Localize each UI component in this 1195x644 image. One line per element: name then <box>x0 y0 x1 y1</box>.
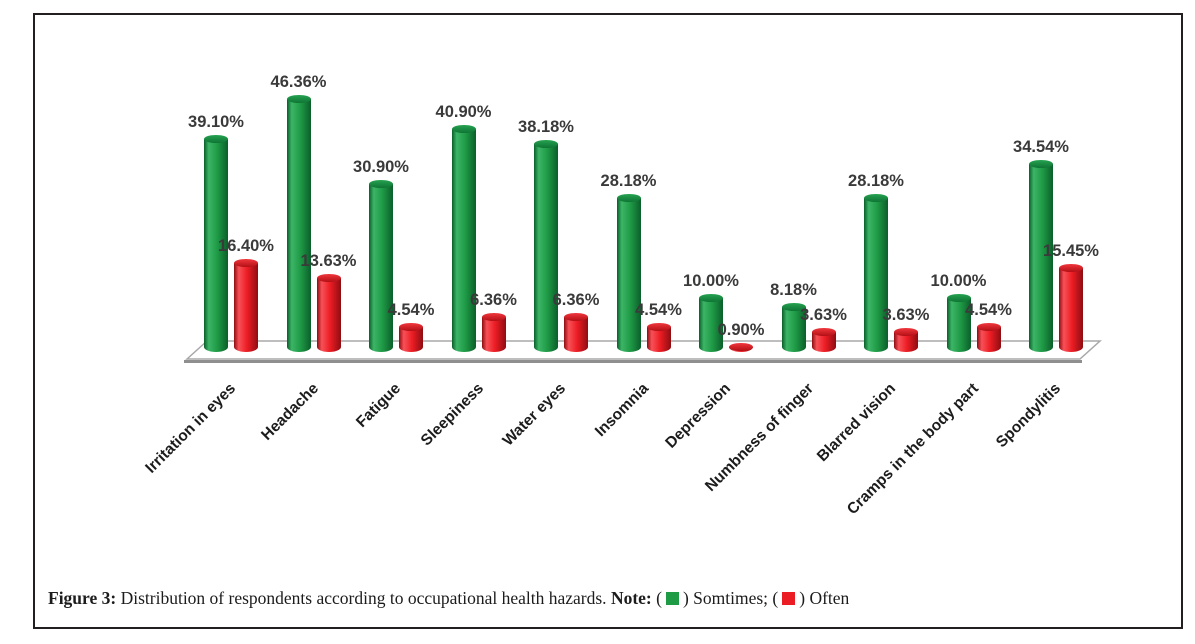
cylinder-cap <box>316 273 341 282</box>
bar-somtimes-insomnia <box>616 194 641 352</box>
bar-somtimes-water-eyes <box>534 139 558 352</box>
bar-often-numbness-of-finger <box>811 328 836 352</box>
cylinder-body <box>864 198 888 352</box>
bar-somtimes-irritation-in-eyes <box>204 134 228 352</box>
figure-caption: Figure 3: Distribution of respondents ac… <box>48 588 1158 609</box>
bar-often-spondylitis <box>1059 263 1083 352</box>
legend-label-somtimes: ) Somtimes <box>682 588 764 608</box>
value-label-often-depression: 0.90% <box>717 321 765 340</box>
cylinder-cap <box>204 134 228 143</box>
cylinder-cap <box>616 194 641 203</box>
cylinder-cap <box>481 313 506 322</box>
cylinder-body <box>564 317 588 352</box>
cylinder-cap <box>646 323 671 332</box>
cylinder-body <box>204 138 228 352</box>
bar-somtimes-fatigue <box>369 179 393 352</box>
bar-often-depression <box>729 343 753 352</box>
bar-often-sleepiness <box>481 313 506 352</box>
cylinder-body <box>616 198 641 352</box>
cylinder-cap <box>729 343 753 352</box>
cylinder-cap <box>699 293 723 302</box>
cylinder-cap <box>1059 263 1083 272</box>
cylinder-cap <box>811 328 836 337</box>
legend-swatch-somtimes <box>665 592 679 605</box>
cylinder-cap <box>976 323 1001 332</box>
value-label-somtimes-insomnia: 28.18% <box>600 172 657 191</box>
legend-label-often: ) Often <box>799 588 850 608</box>
cylinder-cap <box>864 194 888 203</box>
cylinder-body <box>369 183 393 352</box>
cylinder-body <box>781 307 806 352</box>
value-label-often-headache: 13.63% <box>300 251 357 270</box>
value-label-often-fatigue: 4.54% <box>387 301 435 320</box>
note-label: Note: <box>610 588 652 608</box>
value-label-somtimes-fatigue: 30.90% <box>353 157 409 176</box>
cylinder-cap <box>399 323 423 332</box>
cylinder-cap <box>234 258 258 267</box>
cylinder-body <box>534 143 558 352</box>
cylinder-body <box>1059 267 1083 352</box>
cylinder-body <box>234 262 258 352</box>
value-label-somtimes-depression: 10.00% <box>683 271 739 290</box>
bar-often-fatigue <box>399 323 423 352</box>
value-label-somtimes-water-eyes: 38.18% <box>518 117 574 136</box>
value-label-somtimes-irritation-in-eyes: 39.10% <box>188 112 244 131</box>
cylinder-cap <box>564 313 588 322</box>
value-label-often-sleepiness: 6.36% <box>470 291 517 310</box>
value-label-often-spondylitis: 15.45% <box>1043 241 1099 260</box>
value-label-often-irritation-in-eyes: 16.40% <box>218 236 274 255</box>
bar-somtimes-blarred-vision <box>864 194 888 352</box>
bar-often-headache <box>316 273 341 352</box>
bar-often-water-eyes <box>564 313 588 352</box>
value-label-somtimes-numbness-of-finger: 8.18% <box>770 281 817 300</box>
cylinder-body <box>286 99 311 352</box>
cylinder-body <box>699 297 723 352</box>
bar-often-irritation-in-eyes <box>234 258 258 352</box>
bar-somtimes-headache <box>286 95 311 352</box>
value-label-somtimes-sleepiness: 40.90% <box>435 103 492 122</box>
cylinder-body <box>481 317 506 352</box>
legend-inline: () Somtimes; () Often <box>656 588 850 608</box>
cylinder-body <box>1029 163 1053 352</box>
cylinder-body <box>399 327 423 352</box>
cylinder-cap <box>286 95 311 104</box>
value-label-somtimes-spondylitis: 34.54% <box>1013 137 1069 156</box>
cylinder-cap <box>451 125 476 134</box>
cylinder-body <box>451 129 476 352</box>
bar-somtimes-spondylitis <box>1029 159 1053 352</box>
bar-somtimes-depression <box>699 293 723 352</box>
bar-often-blarred-vision <box>894 328 918 352</box>
cylinder-cap <box>894 328 918 337</box>
value-label-often-water-eyes: 6.36% <box>552 291 600 310</box>
cylinder-cap <box>369 179 393 188</box>
figure-label: Figure 3: <box>48 588 117 608</box>
value-label-often-cramps-in-the-body-part: 4.54% <box>965 301 1012 320</box>
cylinder-cap <box>946 293 971 302</box>
value-label-somtimes-cramps-in-the-body-part: 10.00% <box>930 271 987 290</box>
legend-swatch-often <box>782 592 796 605</box>
value-label-often-blarred-vision: 3.63% <box>882 306 930 325</box>
bar-somtimes-sleepiness <box>451 125 476 352</box>
cylinder-body <box>646 327 671 352</box>
caption-text: Distribution of respondents according to… <box>120 588 607 608</box>
cylinder-body <box>811 332 836 352</box>
value-label-often-numbness-of-finger: 3.63% <box>800 306 847 325</box>
cylinder-body <box>976 327 1001 352</box>
bar-somtimes-numbness-of-finger <box>781 303 806 352</box>
cylinder-body <box>894 332 918 352</box>
cylinder-body <box>946 297 971 352</box>
value-label-somtimes-blarred-vision: 28.18% <box>848 172 904 191</box>
cylinder-cap <box>534 139 558 148</box>
cylinder-body <box>316 277 341 352</box>
cylinder-cap <box>781 303 806 312</box>
bar-somtimes-cramps-in-the-body-part <box>946 293 971 352</box>
bar-often-insomnia <box>646 323 671 352</box>
value-label-somtimes-headache: 46.36% <box>270 73 327 92</box>
cylinder-cap <box>1029 159 1053 168</box>
value-label-often-insomnia: 4.54% <box>635 301 682 320</box>
bar-often-cramps-in-the-body-part <box>976 323 1001 352</box>
